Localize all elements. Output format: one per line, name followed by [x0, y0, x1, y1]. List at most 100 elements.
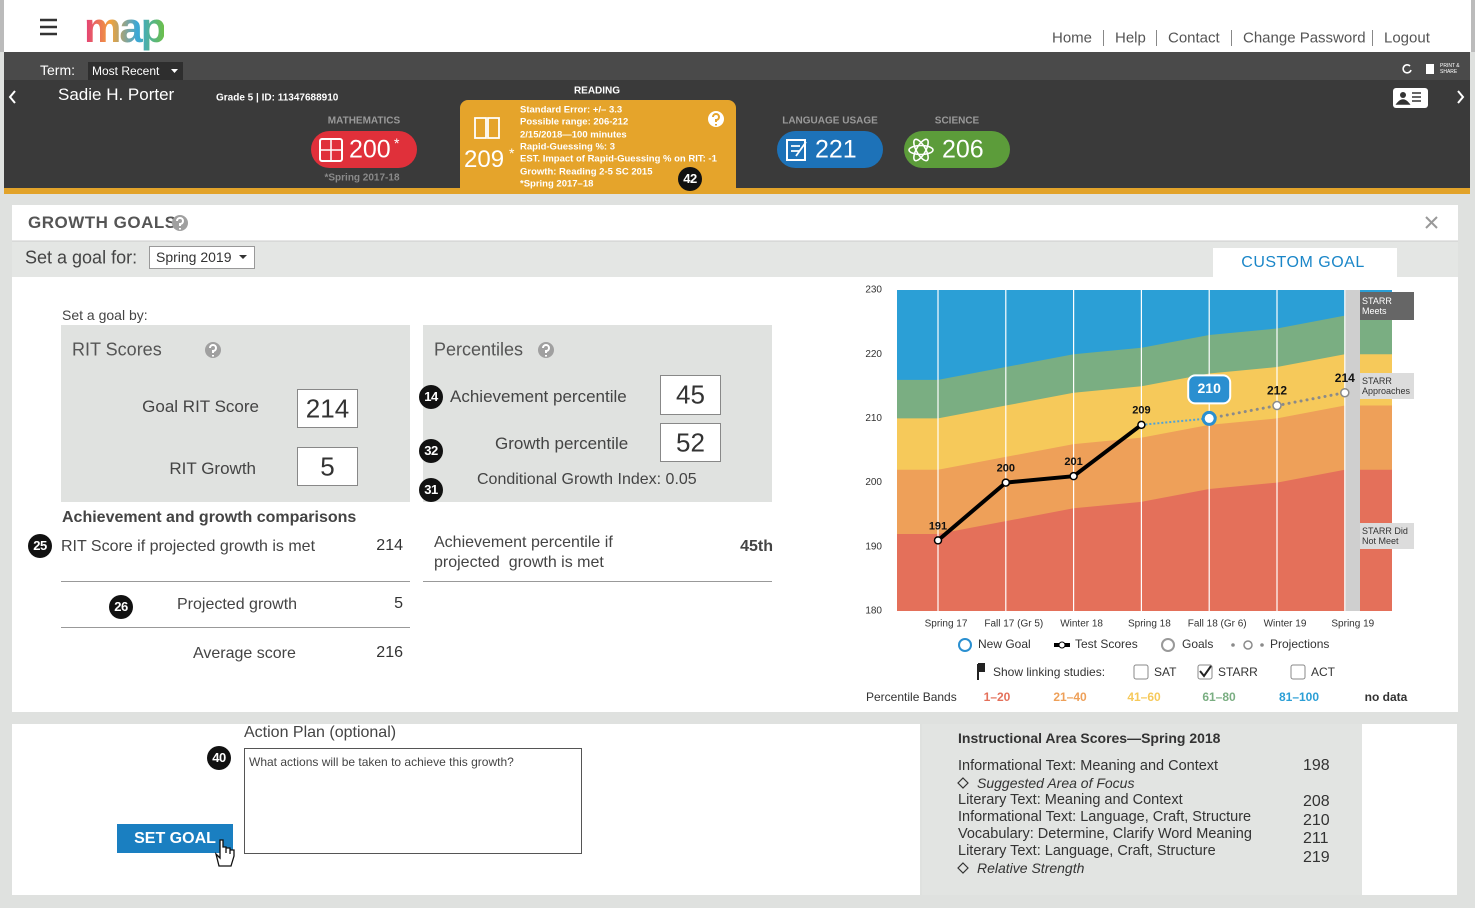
area-score: 211: [1303, 830, 1329, 847]
area-score: 208: [1303, 793, 1330, 810]
subject-name: SCIENCE: [934, 115, 980, 127]
growth-value-box[interactable]: [660, 423, 721, 462]
panel-title: GROWTH GOALS: [28, 213, 177, 232]
subject-score: 209: [464, 146, 505, 173]
callout: 31: [419, 478, 443, 502]
callout: 32: [419, 439, 443, 463]
achievement-projected-value: 45th: [740, 538, 773, 555]
student-name: Sadie H. Porter: [58, 85, 175, 104]
comparison-value: 216: [376, 644, 403, 661]
area-score: 198: [1303, 757, 1330, 774]
divider: [423, 581, 772, 582]
callout: 40: [207, 746, 231, 770]
set-goal-label[interactable]: SET GOAL: [134, 830, 216, 847]
nav-separator: [1156, 30, 1157, 46]
comparison-value: 214: [376, 537, 403, 554]
goal-by: Set a goal by:: [62, 307, 148, 323]
header: [0, 0, 1475, 52]
starr-box: [1360, 523, 1414, 549]
panel-header: [12, 205, 1458, 241]
achievement-value-box[interactable]: [660, 375, 721, 415]
rit-title: RIT Scores: [72, 339, 162, 360]
area-score: 219: [1303, 848, 1330, 866]
term-bar: [4, 52, 1470, 80]
subject-score: 200: [349, 135, 391, 164]
achievement-projected-label: Achievement percentile if projected grow…: [434, 534, 618, 571]
nav-separator: [1372, 30, 1373, 46]
student-bar: [4, 80, 1470, 188]
comparison-label: Average score: [193, 645, 296, 662]
term-label: Term:: [40, 62, 75, 78]
score-detail: Standard Error: +/– 3.3: [520, 104, 623, 116]
area-score: 210: [1303, 811, 1330, 829]
starr-label: STARR Meets: [1362, 296, 1392, 316]
nav-separator: [1103, 30, 1104, 46]
area-name: Vocabulary: Determine, Clarify Word Mean…: [958, 826, 1252, 842]
score-mark: *: [394, 135, 400, 151]
starr-label: STARR Approaches: [1362, 376, 1411, 396]
achievement-value: 45: [676, 379, 705, 410]
subject-score: 206: [942, 135, 984, 164]
goal-rit-value: 214: [305, 393, 350, 423]
instructional-title: Instructional Area Scores—Spring 2018: [958, 730, 1221, 746]
goal-term-select[interactable]: [149, 246, 255, 269]
score-detail: Possible range: 206-212: [520, 116, 629, 128]
score-detail: EST. Impact of Rapid-Guessing % on RIT: …: [520, 153, 717, 165]
starr-box: [1360, 292, 1414, 320]
score-detail: *Spring 2017–18: [520, 178, 594, 190]
area-note: Suggested Area of Focus: [977, 775, 1135, 791]
score-detail: Rapid-Guessing %: 3: [520, 141, 616, 153]
rit-growth-label: RIT Growth: [169, 459, 256, 478]
comparison-label: RIT Score if projected growth is met: [61, 538, 316, 555]
starr-box: [1360, 373, 1414, 399]
cgi: Conditional Growth Index: 0.05: [477, 471, 697, 488]
goal-rit-value-box[interactable]: [297, 389, 358, 428]
action-title: Action Plan (optional): [244, 724, 397, 741]
nav-link[interactable]: Logout: [1384, 29, 1430, 47]
callout: 25: [28, 534, 52, 558]
term-select[interactable]: [88, 62, 183, 80]
comparison-value: 5: [394, 595, 403, 612]
area-name: Literary Text: Meaning and Context: [958, 792, 1183, 808]
callout: 26: [109, 595, 133, 619]
area-note: Relative Strength: [977, 860, 1085, 876]
rit-growth-value-box[interactable]: [297, 447, 358, 486]
right-blank: [1362, 724, 1457, 895]
area-name: Literary Text: Language, Craft, Structur…: [958, 843, 1216, 859]
nav-separator: [1231, 30, 1232, 46]
action-placeholder: What actions will be taken to achieve th…: [249, 755, 514, 769]
nav-link[interactable]: Contact: [1168, 29, 1220, 47]
area-name: Informational Text: Meaning and Context: [958, 758, 1219, 774]
term-selected: Most Recent: [92, 64, 160, 78]
nav-link[interactable]: Change Password: [1243, 29, 1366, 47]
nav-link[interactable]: Help: [1115, 29, 1146, 47]
set-goal-button[interactable]: [117, 824, 233, 853]
accent-bar: [4, 188, 1470, 194]
action-textarea[interactable]: [244, 748, 582, 854]
subject-note: *Spring 2017-18: [324, 172, 400, 184]
logo: map: [84, 4, 166, 51]
goal-rit-label: Goal RIT Score: [142, 397, 259, 416]
achievement-label: Achievement percentile: [450, 387, 627, 406]
tab[interactable]: [1213, 248, 1397, 277]
divider: [61, 627, 410, 628]
subject-name: READING: [573, 85, 621, 97]
growth-value: 52: [676, 427, 705, 457]
instructional-area: [922, 724, 1362, 895]
score-detail: Growth: Reading 2-5 SC 2015: [520, 166, 653, 177]
comparisons-title: Achievement and growth comparisons: [62, 509, 357, 526]
subject-name: LANGUAGE USAGE: [782, 115, 878, 127]
nav-link[interactable]: Home: [1052, 29, 1093, 47]
goal-for-label: Set a goal for:: [25, 247, 138, 268]
starr-label: STARR Did Not Meet: [1362, 526, 1408, 546]
percentiles-title: Percentiles: [434, 339, 524, 360]
score-detail: 2/15/2018—100 minutes: [520, 129, 627, 141]
callout: 42: [678, 167, 702, 191]
area-name: Informational Text: Language, Craft, Str…: [958, 809, 1252, 825]
subject-name: MATHEMATICS: [327, 115, 401, 127]
score-mark: *: [509, 145, 515, 161]
rit-growth-value: 5: [320, 451, 335, 481]
growth-label: Growth percentile: [495, 434, 629, 453]
tab-label[interactable]: CUSTOM GOAL: [1241, 254, 1365, 271]
